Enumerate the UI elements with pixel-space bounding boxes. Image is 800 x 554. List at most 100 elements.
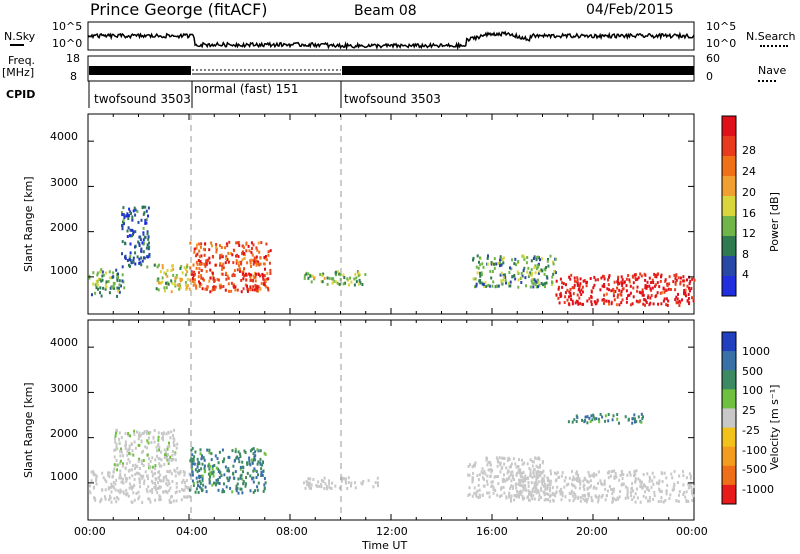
velocity-cell-r0-79	[134, 472, 137, 476]
velocity-cell-r5-235	[614, 472, 617, 475]
velocity-cell-r5-324	[560, 474, 563, 478]
power-cell-r6-84	[523, 257, 526, 261]
velocity-cell-r2-193	[237, 457, 240, 461]
velocity-cell-r5-189	[508, 475, 511, 479]
nsky-label: N.Sky	[4, 30, 36, 43]
power-cell-r7-32	[650, 294, 653, 298]
velocity-cell-r0-119	[141, 476, 144, 480]
velocity-cell-r6-16	[598, 420, 601, 424]
power-cell-r7-4	[644, 286, 647, 290]
power-cell-r1-107	[144, 218, 147, 222]
velocity-cell-r5-7	[532, 472, 535, 476]
velocity-cell-r2-22	[216, 457, 219, 460]
velocity-cell-r4-149	[478, 488, 481, 492]
velocity-cell-r1-131	[146, 446, 149, 450]
velocity-cell-r2-64	[203, 470, 206, 474]
power-cell-r1-36	[120, 211, 123, 214]
nsky-underline	[10, 44, 24, 46]
power-cell-r6-108	[538, 256, 540, 260]
velocity-cell-r5-264	[687, 499, 690, 503]
power-cell-r0-1	[123, 286, 126, 290]
power-cell-r3-37	[262, 277, 265, 281]
power-cell-r3-191	[244, 283, 247, 287]
velocity-cell-r5-118	[560, 489, 562, 493]
velocity-cell-r5-198	[574, 495, 577, 499]
power-cell-r7-293	[581, 290, 584, 294]
power-cell-r3-259	[259, 287, 262, 291]
power-cb-tick-28: 28	[742, 144, 756, 157]
velocity-cell-r4-142	[477, 496, 480, 500]
freq-tick-bottom: 8	[70, 70, 77, 83]
power-cell-r0-45	[95, 286, 98, 290]
velocity-cell-r3-54	[329, 486, 332, 490]
power-cell-r3-185	[204, 287, 207, 291]
power-cell-r1-72	[134, 213, 137, 217]
velocity-cell-r1-37	[124, 432, 127, 436]
velocity-cell-r4-75	[481, 471, 484, 475]
velocity-cell-r5-164	[561, 471, 564, 475]
velocity-cell-r1-12	[129, 452, 132, 456]
velocity-cell-r0-29	[104, 497, 107, 501]
power-cell-r1-97	[144, 205, 147, 209]
velocity-cell-r5-300	[641, 485, 644, 489]
power-cell-r3-63	[208, 256, 211, 260]
velocity-cell-r4-206	[493, 475, 496, 479]
velocity-cell-r5-414	[589, 474, 591, 478]
power-cell-r7-225	[632, 275, 634, 279]
velocity-cell-r2-2	[218, 475, 221, 479]
velocity-cell-r0-49	[170, 500, 173, 504]
power-cell-r0-34	[91, 293, 93, 297]
power-cb-label: Power [dB]	[768, 192, 781, 252]
power-cell-r1-80	[144, 221, 147, 225]
velocity-cell-r2-150	[226, 469, 229, 473]
velocity-cell-r1-111	[146, 453, 149, 457]
velocity-cell-r5-143	[626, 489, 629, 493]
velocity-cell-r3-16	[323, 476, 326, 480]
power-cell-r3-172	[267, 277, 270, 281]
power-cell-r7-255	[559, 293, 562, 296]
power-cell-r7-252	[613, 298, 616, 302]
power-cell-r3-277	[245, 249, 248, 253]
velocity-cell-r0-71	[186, 495, 189, 499]
velocity-cell-r0-215	[119, 476, 122, 480]
velocity-cell-r2-216	[256, 485, 259, 489]
power-cell-r7-152	[668, 275, 671, 279]
power-cell-r3-64	[243, 267, 246, 271]
power-cell-r7-230	[638, 300, 641, 304]
velocity-cell-r5-296	[578, 486, 581, 490]
power-cell-r3-65	[221, 272, 224, 276]
power-cell-r0-32	[94, 283, 97, 287]
velocity-cell-r0-174	[154, 486, 157, 490]
velocity-cell-r5-329	[543, 493, 546, 497]
power-cell-r2-66	[153, 263, 156, 267]
power-cell-r1-45	[146, 232, 149, 236]
power-cell-r3-270	[214, 263, 217, 267]
velocity-cell-r2-234	[209, 471, 212, 475]
velocity-cell-r5-243	[516, 489, 518, 493]
velocity-cell-r2-28	[239, 474, 242, 478]
velocity-cell-r5-288	[563, 485, 566, 489]
power-cell-r7-99	[684, 291, 687, 295]
velocity-cell-r5-280	[597, 500, 600, 504]
velocity-cell-r6-31	[639, 419, 642, 423]
velocity-cell-r2-204	[196, 470, 199, 474]
power-cell-r6-160	[552, 262, 555, 266]
power-cell-r3-68	[205, 287, 208, 291]
power-cell-r3-70	[233, 269, 236, 272]
power-cell-r3-178	[236, 261, 239, 265]
power-cell-r7-124	[608, 275, 610, 279]
velocity-cell-r3-17	[374, 481, 377, 485]
power-cell-r3-258	[236, 241, 239, 245]
power-cell-r7-104	[612, 287, 615, 291]
power-cell-r3-61	[237, 241, 240, 245]
velocity-cell-r0-123	[156, 491, 159, 495]
velocity-cell-r6-25	[589, 420, 592, 424]
velocity-cell-r5-349	[632, 489, 634, 493]
velocity-cell-r4-119	[529, 493, 532, 497]
power-cell-r3-241	[199, 260, 202, 264]
power-cell-r5-52	[364, 273, 367, 277]
power-cell-r2-42	[172, 273, 175, 277]
power-cell-r3-171	[219, 254, 222, 258]
velocity-cell-r2-20	[208, 451, 211, 455]
power-cell-r7-181	[673, 273, 676, 277]
